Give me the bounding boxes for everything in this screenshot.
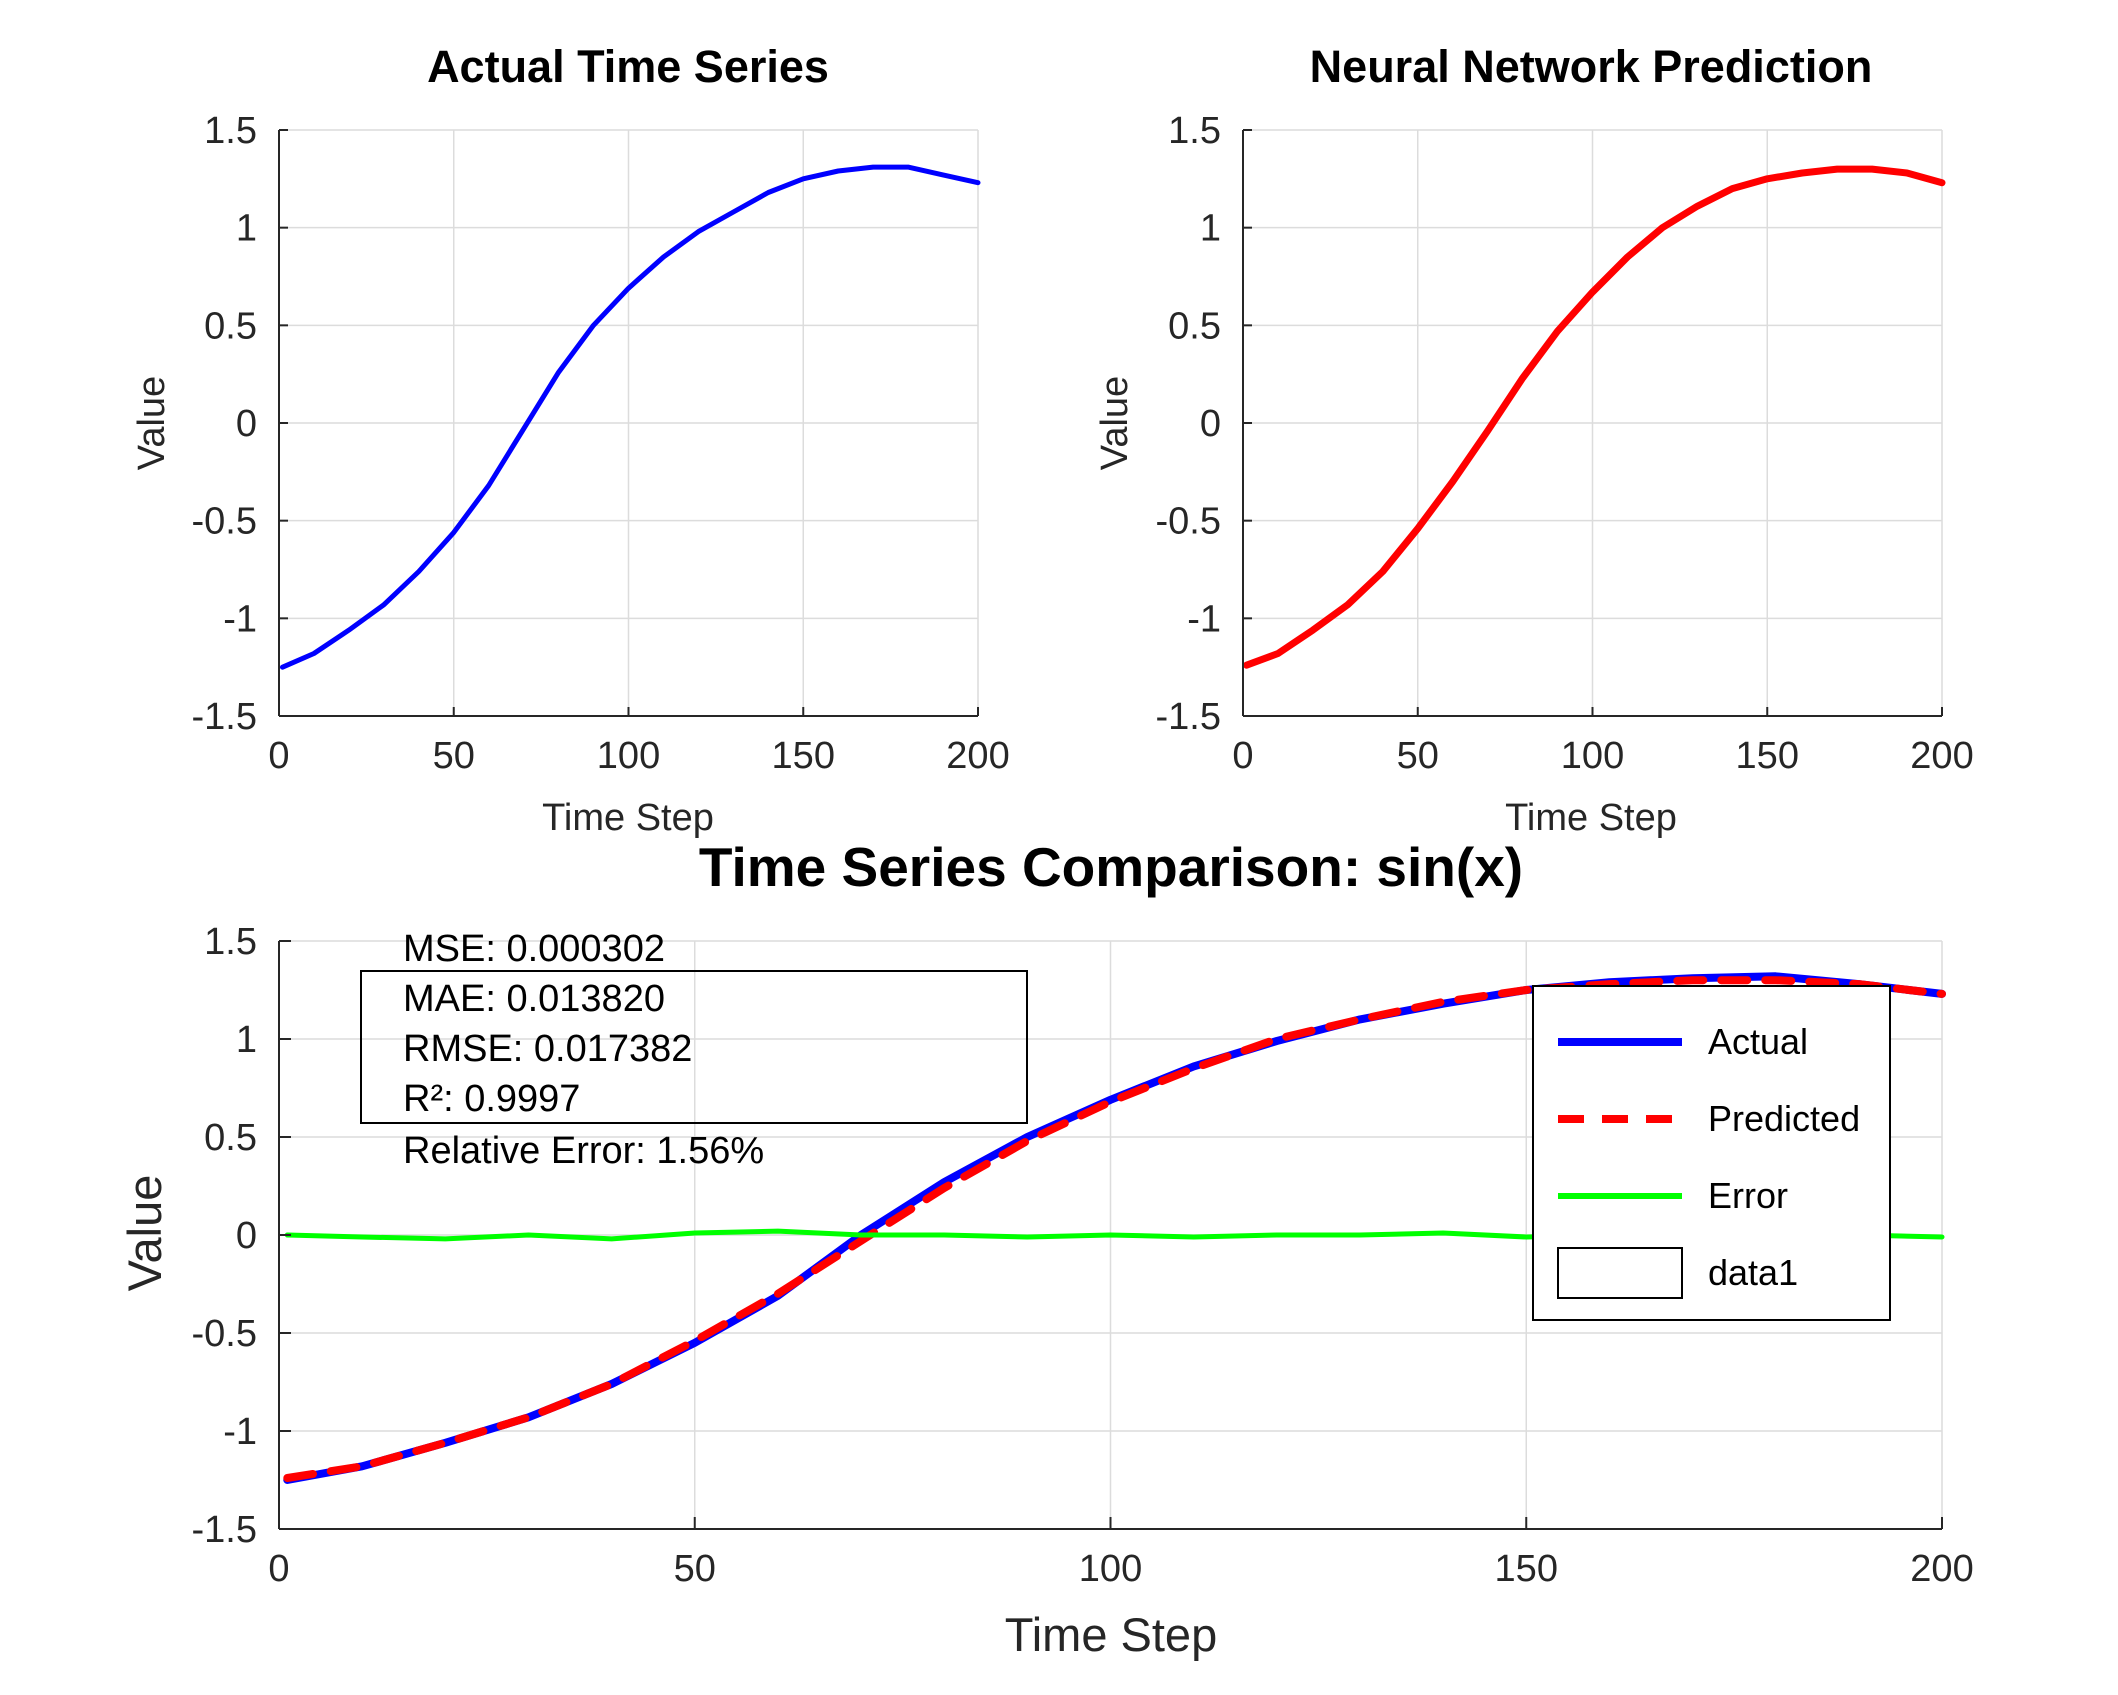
y-tick-label: 0 — [236, 403, 257, 445]
x-axis-label: Time Step — [542, 797, 714, 839]
subplot-title: Actual Time Series — [427, 41, 829, 92]
subplot-title: Neural Network Prediction — [1310, 41, 1873, 92]
x-tick-label: 50 — [674, 1548, 716, 1590]
legend-swatch-data1 — [1557, 1247, 1683, 1299]
stat-rmse: RMSE: 0.017382 — [403, 1028, 692, 1070]
y-tick-label: 1 — [1200, 208, 1221, 250]
stat-r2: R²: 0.9997 — [403, 1078, 580, 1120]
subplot-title: Time Series Comparison: sin(x) — [699, 836, 1523, 898]
x-tick-label: 100 — [1561, 735, 1624, 777]
y-tick-label: -1 — [223, 598, 257, 640]
legend-label-data1: data1 — [1708, 1252, 1798, 1293]
y-tick-label: -1 — [223, 1411, 257, 1453]
x-tick-label: 100 — [597, 735, 660, 777]
plot-area: 0 50 100 150 200 -1.5 -1 -0.5 0 0.5 1 1.5 — [192, 110, 1010, 777]
subplot-neural-network-prediction: 0 50 100 150 200 -1.5 -1 -0.5 0 0.5 1 1.5 Neural Ne… — [1094, 41, 1974, 839]
x-tick-label: 50 — [1397, 735, 1439, 777]
x-tick-label: 200 — [1910, 735, 1973, 777]
series-line-main — [1243, 165, 1946, 669]
plot-area: 0 50 100 150 200 -1.5 -1 -0.5 0 0.5 1 1.5 — [1156, 110, 1974, 777]
series-line-main — [280, 164, 981, 670]
legend-label-actual: Actual — [1708, 1021, 1808, 1062]
y-tick-label: 0.5 — [1168, 305, 1221, 347]
y-tick-label: 1 — [236, 208, 257, 250]
y-axis-label: Value — [1094, 376, 1136, 470]
x-tick-label: 200 — [1910, 1548, 1973, 1590]
stat-mae: MAE: 0.013820 — [403, 978, 665, 1020]
x-tick-label: 50 — [433, 735, 475, 777]
stat-mse: MSE: 0.000302 — [403, 928, 665, 970]
x-tick-label: 200 — [946, 735, 1009, 777]
stat-relative-error: Relative Error: 1.56% — [403, 1130, 764, 1172]
y-tick-label: 0.5 — [204, 1117, 257, 1159]
y-axis-label: Value — [118, 1175, 171, 1292]
y-tick-label: 1.5 — [1168, 110, 1221, 152]
x-axis-label: Time Step — [1505, 797, 1677, 839]
subplot-time-series-comparison: 0 50 100 150 200 -1.5 -1 -0.5 0 0.5 1 1.5 Time Seri… — [118, 836, 1974, 1661]
y-tick-label: 1 — [236, 1019, 257, 1061]
x-tick-label: 0 — [268, 1548, 289, 1590]
y-tick-label: -1.5 — [192, 696, 257, 738]
y-tick-label: -0.5 — [192, 1313, 257, 1355]
legend-label-error: Error — [1708, 1175, 1788, 1216]
legend-label-predicted: Predicted — [1708, 1098, 1860, 1139]
x-tick-label: 150 — [1736, 735, 1799, 777]
x-axis-label: Time Step — [1005, 1608, 1217, 1661]
legend: Actual Predicted Error data1 — [1532, 985, 1891, 1321]
stats-box — [360, 970, 1028, 1124]
stats-annotation: MSE: 0.000302 MAE: 0.013820 RMSE: 0.0173… — [360, 928, 1028, 1172]
x-tick-label: 0 — [268, 735, 289, 777]
y-tick-label: 0.5 — [204, 305, 257, 347]
y-tick-label: -1.5 — [192, 1509, 257, 1551]
x-tick-label: 150 — [1495, 1548, 1558, 1590]
y-tick-label: 1.5 — [204, 921, 257, 963]
x-tick-label: 0 — [1232, 735, 1253, 777]
subplot-actual-time-series: 0 50 100 150 200 -1.5 -1 -0.5 0 0.5 1 1.5 Actual Ti… — [131, 41, 1010, 839]
x-tick-label: 100 — [1079, 1548, 1142, 1590]
y-tick-label: -0.5 — [192, 501, 257, 543]
y-tick-label: 1.5 — [204, 110, 257, 152]
x-tick-label: 150 — [772, 735, 835, 777]
y-tick-label: -0.5 — [1156, 501, 1221, 543]
series-line-predicted — [283, 976, 1946, 1482]
y-axis-label: Value — [131, 376, 173, 470]
y-tick-label: -1.5 — [1156, 696, 1221, 738]
y-tick-label: -1 — [1187, 598, 1221, 640]
y-tick-label: 0 — [1200, 403, 1221, 445]
y-tick-label: 0 — [236, 1215, 257, 1257]
